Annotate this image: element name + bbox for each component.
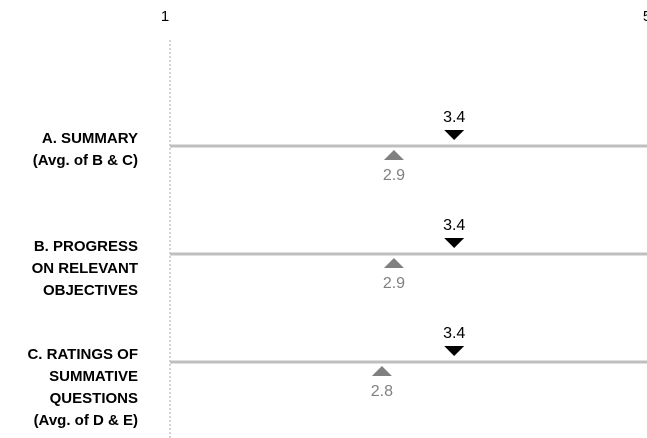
value-label-comparison: 2.8 (371, 383, 393, 400)
category-label-line: (Avg. of B & C) (33, 152, 138, 169)
category-label-line: (Avg. of D & E) (34, 412, 138, 429)
category-label-line: SUMMATIVE (49, 368, 138, 385)
marker-triangle-down (444, 238, 465, 248)
category-label-line: ON RELEVANT (32, 260, 138, 277)
marker-triangle-up (383, 258, 404, 268)
marker-triangle-down (444, 130, 465, 140)
category-label-line: B. PROGRESS (34, 238, 138, 255)
category-label-line: C. RATINGS OF (27, 346, 138, 363)
marker-triangle-up (383, 150, 404, 160)
value-label-comparison: 2.9 (383, 275, 405, 292)
category-label-line: A. SUMMARY (42, 130, 138, 147)
value-label-comparison: 2.9 (383, 167, 405, 184)
value-label-current: 3.4 (443, 109, 465, 126)
category-label-line: QUESTIONS (50, 390, 138, 407)
value-label-current: 3.4 (443, 325, 465, 342)
category-label-line: OBJECTIVES (43, 282, 138, 299)
x-tick-label-min: 1 (161, 8, 169, 25)
marker-triangle-up (371, 366, 392, 376)
x-tick-label-max: 5 (643, 8, 647, 25)
marker-triangle-down (444, 346, 465, 356)
value-label-current: 3.4 (443, 217, 465, 234)
